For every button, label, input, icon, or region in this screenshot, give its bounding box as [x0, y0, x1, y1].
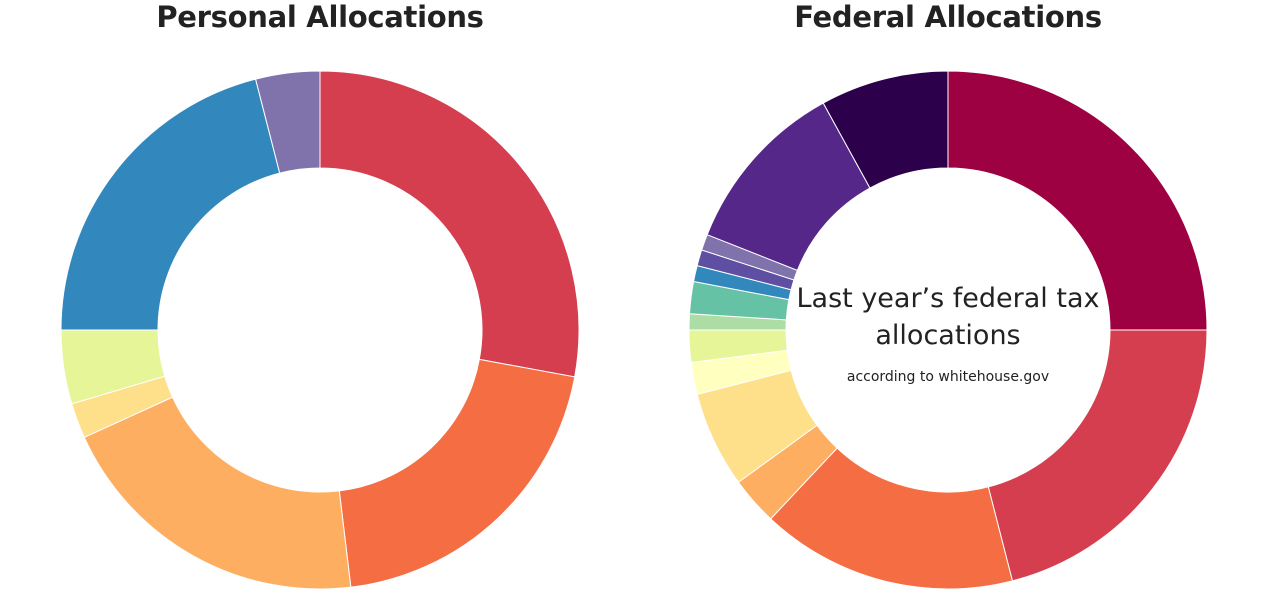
federal-chart-title: Federal Allocations	[794, 0, 1102, 34]
federal-center-title: Last year’s federal tax allocations	[796, 283, 1100, 351]
federal-slice-1	[947, 70, 1208, 331]
federal-center-subtitle: according to whitehouse.gov	[846, 369, 1050, 385]
personal-allocations-donut	[60, 70, 580, 590]
federal-allocations-donut	[688, 70, 1208, 590]
personal-slice-7	[254, 70, 321, 174]
personal-chart-title: Personal Allocations	[156, 0, 484, 34]
federal-slice-2	[987, 329, 1208, 582]
personal-slice-1	[319, 70, 580, 378]
federal-slice-14	[822, 70, 949, 189]
personal-slice-6	[60, 78, 281, 331]
personal-slice-3	[83, 396, 352, 590]
personal-slice-2	[338, 358, 576, 588]
